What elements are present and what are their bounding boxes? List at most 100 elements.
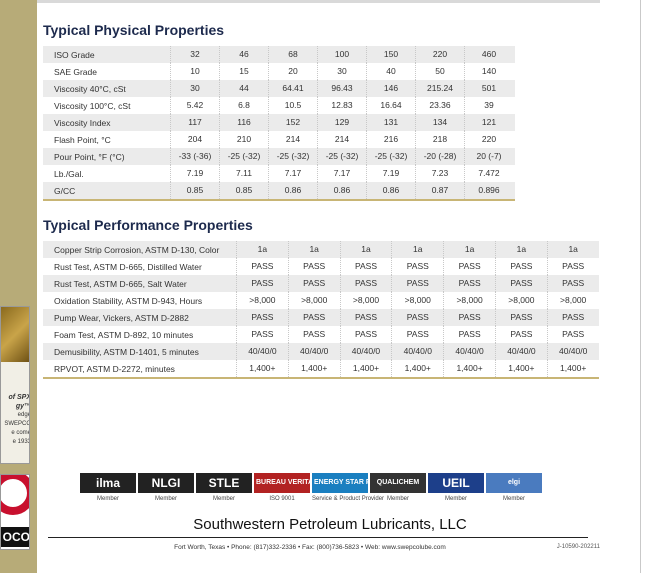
row-label: G/CC bbox=[54, 185, 76, 196]
table-cell: PASS bbox=[391, 326, 443, 343]
logo: elgi Member bbox=[486, 473, 542, 502]
physical-table: ISO Grade 32 46 68 100 150 220 460 SAE Grade 10 15… bbox=[43, 46, 515, 201]
row-label: RPVOT, ASTM D-2272, minutes bbox=[54, 363, 175, 374]
table-cell: PASS bbox=[236, 309, 288, 326]
logo-caption: Member bbox=[212, 496, 235, 502]
table-cell: PASS bbox=[236, 258, 288, 275]
logo-caption: Service & Product Provider bbox=[312, 496, 385, 502]
table-row: Copper Strip Corrosion, ASTM D-130, Colo… bbox=[43, 241, 599, 258]
logo-name: STLE bbox=[196, 473, 252, 493]
table-cell: 140 bbox=[464, 63, 513, 80]
table-cell: 220 bbox=[464, 131, 513, 148]
logo: BUREAU VERITAS ISO 9001 bbox=[254, 473, 310, 502]
row-label: Pour Point, °F (°C) bbox=[54, 151, 125, 162]
table-cell: -25 (-32) bbox=[219, 148, 268, 165]
logo-caption: Member bbox=[444, 496, 467, 502]
table-row: Oxidation Stability, ASTM D-943, Hours >8… bbox=[43, 292, 599, 309]
logo-name: NLGI bbox=[138, 473, 194, 493]
logo: STLE Member bbox=[196, 473, 252, 502]
section-title: Typical Performance Properties bbox=[43, 217, 253, 233]
table-cell: 16.64 bbox=[366, 97, 415, 114]
table-cell: 40/40/0 bbox=[287, 343, 340, 360]
table-cell: -25 (-32) bbox=[268, 148, 317, 165]
left-image bbox=[1, 307, 29, 362]
table-cell: 0.87 bbox=[415, 182, 464, 199]
table-cell: 0.86 bbox=[366, 182, 415, 199]
table-row: Rust Test, ASTM D-665, Distilled Water PA… bbox=[43, 258, 599, 275]
table-cell: PASS bbox=[443, 258, 495, 275]
row-label: Oxidation Stability, ASTM D-943, Hours bbox=[54, 295, 203, 306]
table-cell: PASS bbox=[339, 275, 392, 292]
table-cell: 129 bbox=[317, 114, 366, 131]
table-cell: 40/40/0 bbox=[339, 343, 392, 360]
table-cell: 1,400+ bbox=[494, 360, 547, 377]
left-text: SWEPCO bbox=[4, 421, 30, 427]
table-cell: >8,000 bbox=[494, 292, 547, 309]
row-label: SAE Grade bbox=[54, 66, 97, 77]
table-cell: PASS bbox=[287, 309, 340, 326]
table-row: G/CC 0.85 0.85 0.86 0.86 0.86 0.87 0.896 bbox=[43, 182, 515, 199]
left-logo: OCO bbox=[0, 474, 30, 550]
logo-name: UEIL bbox=[428, 473, 484, 493]
table-cell: 7.472 bbox=[464, 165, 513, 182]
table-cell: 96.43 bbox=[317, 80, 366, 97]
left-text: of SPX bbox=[8, 394, 30, 401]
table-cell: >8,000 bbox=[443, 292, 495, 309]
performance-table: Copper Strip Corrosion, ASTM D-130, Colo… bbox=[43, 241, 599, 379]
table-cell: 214 bbox=[268, 131, 317, 148]
document-code: J-10590-202211 bbox=[556, 544, 600, 550]
table-cell: 146 bbox=[366, 80, 415, 97]
company-name: Southwestern Petroleum Lubricants, LLC bbox=[193, 516, 467, 533]
table-cell: 40/40/0 bbox=[236, 343, 288, 360]
table-cell: PASS bbox=[443, 309, 495, 326]
table-cell: 1,400+ bbox=[339, 360, 392, 377]
left-text: edge bbox=[17, 412, 30, 418]
row-label: Foam Test, ASTM D-892, 10 minutes bbox=[54, 329, 194, 340]
table-cell: 1a bbox=[494, 241, 547, 258]
table-cell: 215.24 bbox=[415, 80, 464, 97]
table-cell: 12.83 bbox=[317, 97, 366, 114]
row-label: Viscosity 40°C, cSt bbox=[54, 83, 126, 94]
table-row: Lb./Gal. 7.19 7.11 7.17 7.17 7.19 7.23 7.472 bbox=[43, 165, 515, 182]
left-text: gy™ bbox=[15, 403, 30, 410]
left-text: e 1933 bbox=[12, 439, 30, 445]
table-cell: 0.896 bbox=[464, 182, 513, 199]
table-row: Viscosity 40°C, cSt 30 44 64.41 96.43 146 215.… bbox=[43, 80, 515, 97]
logo: ENERGY STAR PARTNER Service & Product Pro… bbox=[312, 473, 385, 502]
row-label: Lb./Gal. bbox=[54, 168, 84, 179]
table-cell: 30 bbox=[317, 63, 366, 80]
table-cell: 214 bbox=[317, 131, 366, 148]
table-cell: 23.36 bbox=[415, 97, 464, 114]
table-cell: PASS bbox=[494, 275, 547, 292]
table-cell: >8,000 bbox=[391, 292, 443, 309]
table-cell: 7.11 bbox=[219, 165, 268, 182]
table-cell: 1,400+ bbox=[236, 360, 288, 377]
table-cell: -33 (-36) bbox=[170, 148, 219, 165]
table-cell: 50 bbox=[415, 63, 464, 80]
table-cell: 68 bbox=[268, 46, 317, 63]
table-end-line bbox=[43, 199, 515, 201]
table-cell: PASS bbox=[494, 258, 547, 275]
row-label: Rust Test, ASTM D-665, Salt Water bbox=[54, 278, 187, 289]
table-cell: 40 bbox=[366, 63, 415, 80]
logo: QUALICHEM Member bbox=[370, 473, 426, 502]
row-label: Pump Wear, Vickers, ASTM D-2882 bbox=[54, 312, 189, 323]
table-cell: 0.85 bbox=[219, 182, 268, 199]
table-cell: 204 bbox=[170, 131, 219, 148]
table-cell: PASS bbox=[236, 275, 288, 292]
table-row: Pour Point, °F (°C) -33 (-36) -25 (-32) -25… bbox=[43, 148, 515, 165]
table-cell: PASS bbox=[443, 275, 495, 292]
row-label: Flash Point, °C bbox=[54, 134, 111, 145]
table-cell: 218 bbox=[415, 131, 464, 148]
table-cell: 0.85 bbox=[170, 182, 219, 199]
table-row: Pump Wear, Vickers, ASTM D-2882 PASS PASS P… bbox=[43, 309, 599, 326]
row-label: ISO Grade bbox=[54, 49, 95, 60]
table-cell: 150 bbox=[366, 46, 415, 63]
table-cell: 1a bbox=[339, 241, 392, 258]
table-cell: 121 bbox=[464, 114, 513, 131]
table-row: Demusibility, ASTM D-1401, 5 minutes 40/4… bbox=[43, 343, 599, 360]
table-cell: PASS bbox=[391, 275, 443, 292]
table-cell: 64.41 bbox=[268, 80, 317, 97]
logo-name: ilma bbox=[80, 473, 136, 493]
table-cell: 210 bbox=[219, 131, 268, 148]
